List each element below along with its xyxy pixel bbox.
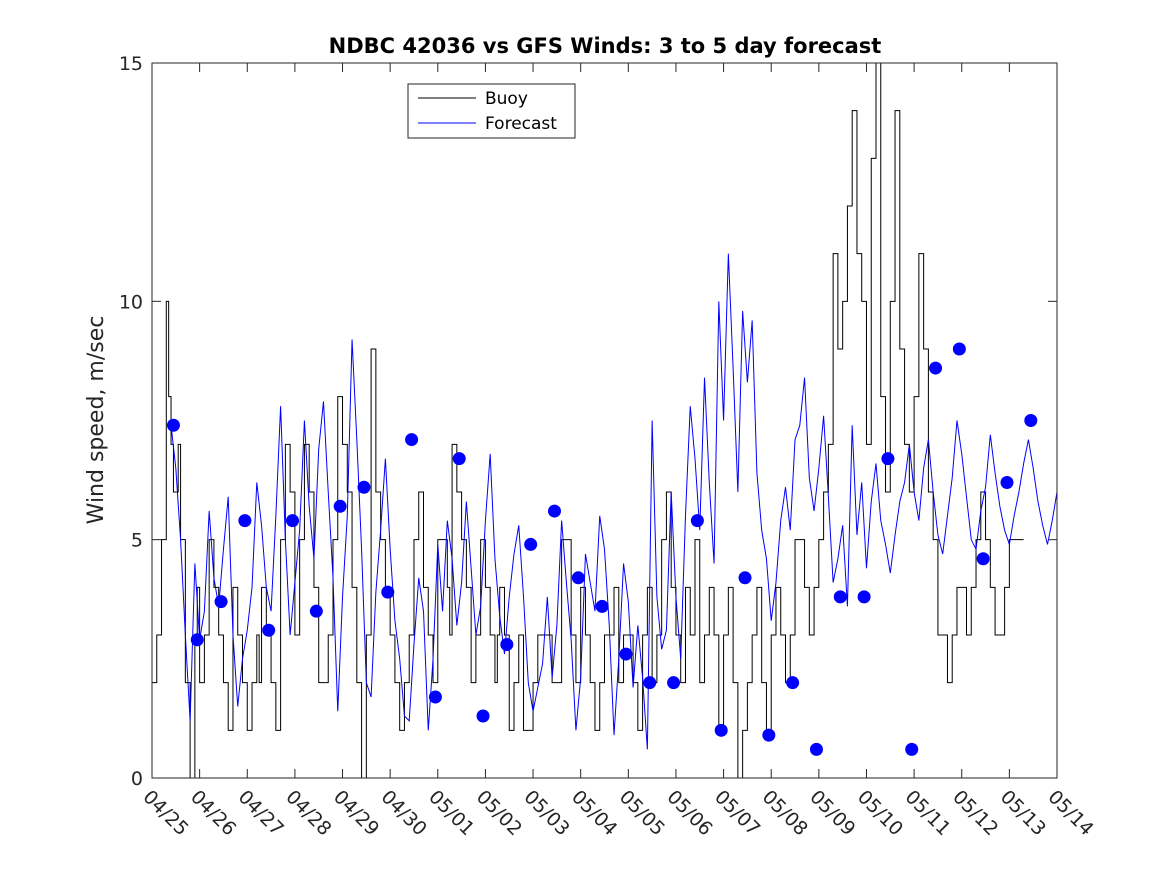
forecast-marker: [905, 742, 919, 756]
forecast-marker: [381, 585, 395, 599]
forecast-marker: [500, 638, 514, 652]
forecast-marker: [214, 595, 228, 609]
forecast-marker: [1000, 475, 1014, 489]
forecast-marker: [952, 342, 966, 356]
y-tick-label: 0: [131, 768, 143, 790]
forecast-series-line: [170, 253, 1057, 750]
axes-box: [151, 62, 1058, 779]
chart-title: NDBC 42036 vs GFS Winds: 3 to 5 day fore…: [329, 34, 882, 58]
forecast-marker: [262, 623, 276, 637]
forecast-marker: [452, 452, 466, 466]
legend: Buoy Forecast: [407, 83, 576, 139]
y-tick-label: 15: [119, 53, 143, 75]
buoy-series-line: [152, 63, 1024, 778]
forecast-marker: [333, 499, 347, 513]
forecast-marker: [619, 647, 633, 661]
forecast-marker: [929, 361, 943, 375]
forecast-marker: [667, 676, 681, 690]
forecast-marker: [309, 604, 323, 618]
y-tick-label: 5: [131, 530, 143, 552]
forecast-marker: [524, 537, 538, 551]
forecast-marker: [643, 676, 657, 690]
y-axis-label: Wind speed, m/sec: [84, 316, 109, 525]
forecast-marker: [857, 590, 871, 604]
legend-box: [407, 83, 576, 139]
forecast-marker: [738, 571, 752, 585]
forecast-marker: [833, 590, 847, 604]
forecast-marker: [976, 552, 990, 566]
legend-buoy-label: Buoy: [485, 89, 528, 109]
forecast-marker: [547, 504, 561, 518]
legend-forecast-label: Forecast: [485, 114, 557, 134]
forecast-marker: [476, 709, 490, 723]
forecast-marker: [428, 690, 442, 704]
y-tick-label: 10: [119, 291, 143, 313]
forecast-marker: [190, 633, 204, 647]
forecast-marker: [881, 452, 895, 466]
plot-area: [152, 63, 1057, 778]
forecast-marker: [286, 514, 300, 528]
forecast-marker: [1024, 414, 1038, 427]
forecast-marker: [357, 480, 371, 494]
forecast-marker: [166, 418, 180, 432]
forecast-marker: [786, 676, 800, 690]
forecast-marker: [762, 728, 776, 742]
forecast-marker: [405, 433, 419, 447]
forecast-marker: [238, 514, 252, 528]
forecast-marker: [714, 723, 728, 737]
forecast-marker: [571, 571, 585, 585]
forecast-marker: [595, 599, 609, 613]
forecast-marker: [809, 742, 823, 756]
forecast-marker: [690, 514, 704, 528]
